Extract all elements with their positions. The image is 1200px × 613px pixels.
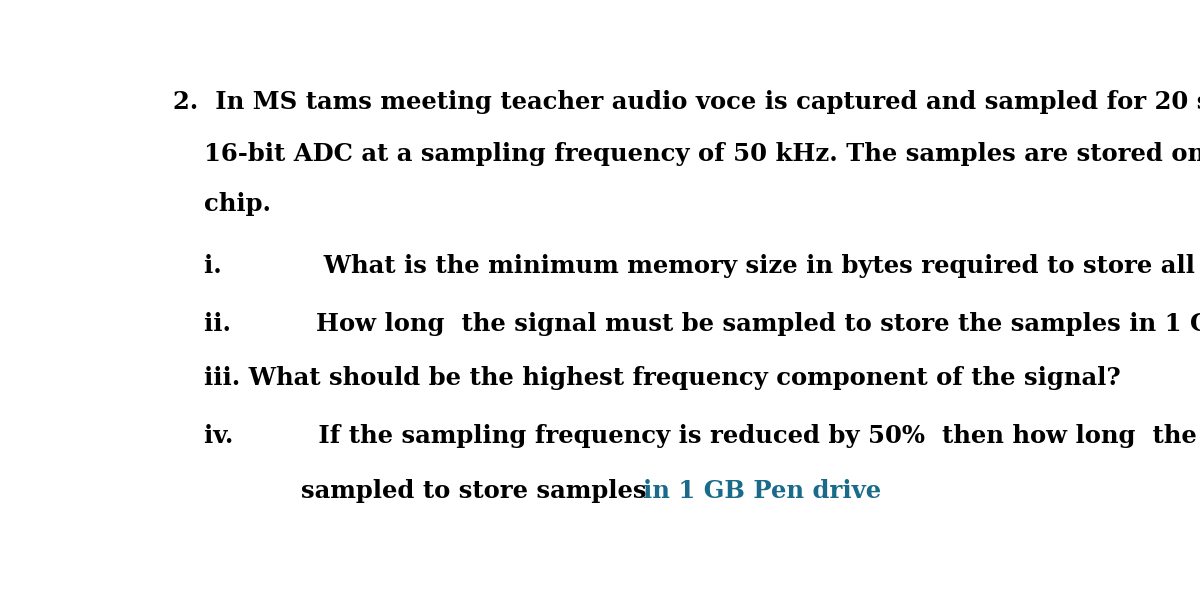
Text: in 1 GB Pen drive: in 1 GB Pen drive	[643, 479, 881, 503]
Text: i.            What is the minimum memory size in bytes required to store all the: i. What is the minimum memory size in by…	[204, 254, 1200, 278]
Text: 16-bit ADC at a sampling frequency of 50 kHz. The samples are stored on a memory: 16-bit ADC at a sampling frequency of 50…	[204, 142, 1200, 166]
Text: chip.: chip.	[204, 191, 271, 216]
Text: iii. What should be the highest frequency component of the signal?: iii. What should be the highest frequenc…	[204, 366, 1121, 390]
Text: sampled to store samples: sampled to store samples	[301, 479, 655, 503]
Text: ii.          How long  the signal must be sampled to store the samples in 1 GB P: ii. How long the signal must be sampled …	[204, 312, 1200, 336]
Text: iv.          If the sampling frequency is reduced by 50%  then how long  the sig: iv. If the sampling frequency is reduced…	[204, 424, 1200, 447]
Text: 2.  In MS tams meeting teacher audio voce is captured and sampled for 20 second : 2. In MS tams meeting teacher audio voce…	[173, 90, 1200, 114]
